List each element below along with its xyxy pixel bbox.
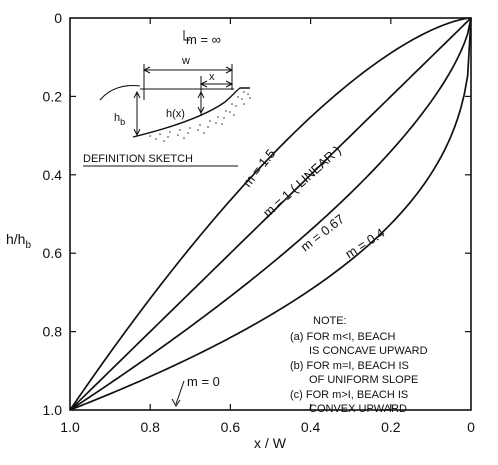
sand-dot bbox=[197, 129, 199, 131]
curve-label-m-0-arrowhead bbox=[171, 398, 181, 407]
sketch-w-arrow-right bbox=[225, 66, 234, 74]
sand-dot bbox=[187, 132, 189, 134]
x-tick-label: 1.0 bbox=[60, 419, 80, 435]
note-title: NOTE: bbox=[313, 315, 347, 327]
sketch-w-label: w bbox=[181, 55, 190, 67]
sand-dot bbox=[209, 120, 211, 122]
sand-dot bbox=[183, 137, 185, 139]
x-axis-label: x / W bbox=[254, 435, 287, 451]
sand-dot bbox=[159, 133, 161, 135]
sketch-sand-texture bbox=[149, 91, 251, 142]
sketch-hb-sub: b bbox=[120, 117, 125, 127]
curve-m-0-67 bbox=[69, 17, 472, 411]
sand-dot bbox=[215, 122, 217, 124]
sand-dot bbox=[229, 111, 231, 113]
sand-dot bbox=[179, 129, 181, 131]
y-tick-label: 0.6 bbox=[43, 245, 63, 261]
sketch-hx-arrow-bottom bbox=[197, 106, 205, 115]
sand-dot bbox=[237, 96, 239, 98]
sketch-hb-arrow-bottom bbox=[133, 128, 141, 137]
y-tick-label: 0 bbox=[54, 10, 62, 26]
curve-label-m-0: m = 0 bbox=[187, 374, 220, 389]
curve-label-m-1-5: m = 1.5 bbox=[240, 146, 279, 190]
curve-label-m-inf: m = ∞ bbox=[186, 32, 221, 47]
y-axis-label: h/hb bbox=[6, 231, 31, 251]
sketch-title: DEFINITION SKETCH bbox=[83, 153, 193, 165]
y-axis-label-sub: b bbox=[25, 240, 31, 251]
sand-dot bbox=[199, 124, 201, 126]
x-tick-label: 0.8 bbox=[140, 419, 160, 435]
curve-label-m-0-67: m = 0.67 bbox=[298, 211, 347, 254]
sand-dot bbox=[225, 110, 227, 112]
sand-dot bbox=[155, 138, 157, 140]
note-line-4: OF UNIFORM SLOPE bbox=[309, 374, 418, 386]
sand-dot bbox=[189, 127, 191, 129]
x-tick-label: 0 bbox=[467, 419, 475, 435]
sketch-x-label: x bbox=[209, 71, 215, 83]
sand-dot bbox=[241, 98, 243, 100]
y-axis-label-main: h/h bbox=[6, 231, 25, 247]
note-block: NOTE: (a) FOR m<I, BEACH IS CONCAVE UPWA… bbox=[290, 315, 428, 415]
sketch-hx-label: h(x) bbox=[166, 108, 185, 120]
plot-frame bbox=[69, 17, 472, 411]
sketch-x-arrow-right bbox=[225, 80, 234, 88]
sand-dot bbox=[167, 136, 169, 138]
sand-dot bbox=[217, 116, 219, 118]
sand-dot bbox=[203, 132, 205, 134]
sand-dot bbox=[169, 131, 171, 133]
note-line-2: IS CONCAVE UPWARD bbox=[309, 345, 428, 357]
sand-dot bbox=[249, 97, 251, 99]
sand-dot bbox=[221, 123, 223, 125]
y-tick-label: 0.2 bbox=[43, 88, 63, 104]
y-axis-ticks: 0 0.2 0.4 0.6 0.8 1.0 bbox=[43, 10, 471, 418]
sand-dot bbox=[235, 105, 237, 107]
sketch-hb-main: h bbox=[114, 112, 120, 124]
definition-sketch: w x hb h(x) DEFINITION SKETCH bbox=[83, 55, 251, 167]
note-line-6: CONVEX UPWARD bbox=[309, 403, 407, 415]
sand-dot bbox=[207, 126, 209, 128]
x-tick-label: 0.4 bbox=[301, 419, 321, 435]
sand-dot bbox=[243, 103, 245, 105]
sketch-w-arrow-left bbox=[142, 66, 151, 74]
curves bbox=[69, 17, 472, 411]
sand-dot bbox=[247, 93, 249, 95]
sand-dot bbox=[223, 117, 225, 119]
sketch-x-arrow-left bbox=[199, 80, 208, 88]
sketch-water-surface bbox=[99, 84, 141, 101]
sand-dot bbox=[149, 135, 151, 137]
x-tick-label: 0.6 bbox=[221, 419, 241, 435]
sketch-hb-label: hb bbox=[114, 112, 125, 127]
y-tick-label: 0.8 bbox=[43, 324, 63, 340]
note-line-1: (a) FOR m<I, BEACH bbox=[290, 331, 395, 343]
sand-dot bbox=[233, 114, 235, 116]
y-tick-label: 1.0 bbox=[43, 402, 63, 418]
x-tick-label: 0.2 bbox=[381, 419, 401, 435]
sand-dot bbox=[177, 134, 179, 136]
sketch-hb-arrow-top bbox=[133, 90, 141, 99]
sand-dot bbox=[163, 140, 165, 142]
note-line-5: (c) FOR m>I, BEACH IS bbox=[290, 389, 408, 401]
y-tick-label: 0.4 bbox=[43, 167, 63, 183]
curve-label-m-inf-leader bbox=[183, 30, 190, 41]
sand-dot bbox=[231, 103, 233, 105]
sand-dot bbox=[243, 91, 245, 93]
x-axis-ticks: 1.0 0.8 0.6 0.4 0.2 0 bbox=[60, 18, 475, 435]
curve-m-0-4 bbox=[69, 17, 472, 411]
note-line-3: (b) FOR m=I, BEACH IS bbox=[290, 360, 409, 372]
curve-label-m-0-arrow bbox=[175, 380, 185, 405]
curve-m-1-5 bbox=[69, 17, 472, 411]
sketch-beach-profile bbox=[132, 87, 250, 138]
sketch-hx-arrow-top bbox=[197, 90, 205, 99]
curve-label-m-0-4: m = 0.4 bbox=[342, 225, 387, 261]
curve-m-1 bbox=[69, 17, 472, 411]
